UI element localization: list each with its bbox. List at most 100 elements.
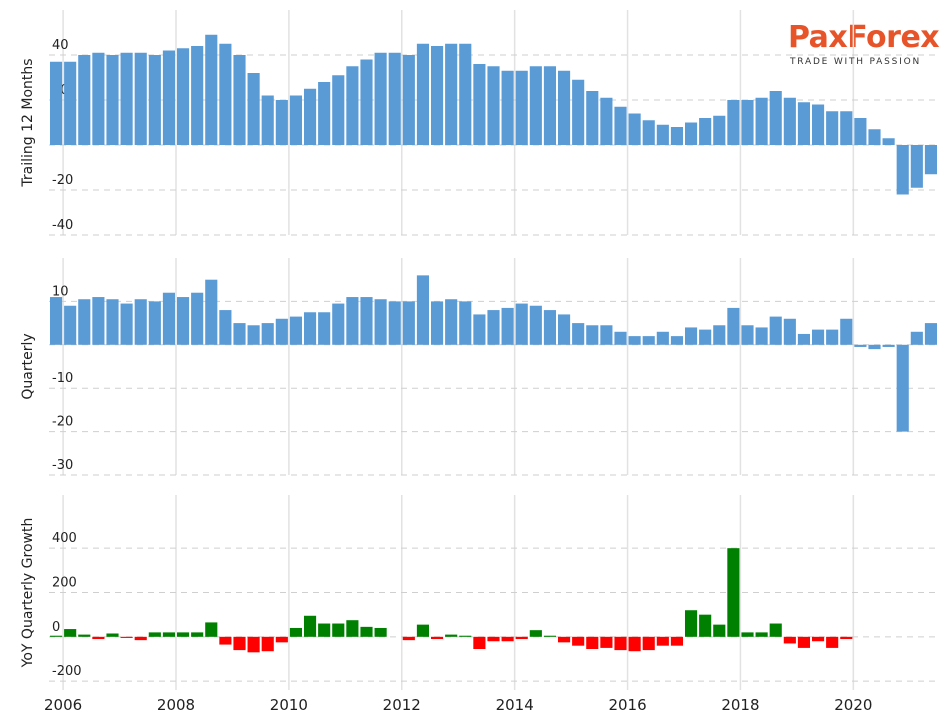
y-tick-label: 40 (52, 38, 69, 53)
bar (826, 329, 839, 345)
bar (924, 145, 938, 175)
bar (614, 636, 627, 651)
bar (473, 636, 486, 650)
y-tick-label: -10 (52, 371, 73, 386)
bar (755, 632, 768, 637)
bar (162, 632, 176, 637)
bar (402, 301, 415, 345)
bar (515, 636, 528, 640)
x-tick-label: 2012 (383, 696, 421, 714)
bar (459, 301, 472, 345)
bar (797, 636, 811, 648)
bar (247, 636, 260, 653)
bar (684, 610, 698, 637)
bar (388, 301, 401, 345)
bar (247, 325, 260, 345)
bar (205, 34, 218, 145)
bar (219, 43, 232, 145)
bar (402, 55, 415, 145)
bar (92, 636, 105, 640)
bar (529, 305, 542, 345)
bar (699, 329, 712, 345)
bar (92, 52, 105, 145)
bar (459, 43, 472, 145)
y-axis-label: Trailing 12 Months (20, 58, 36, 187)
bar (49, 297, 63, 345)
bar (543, 635, 557, 637)
bar (233, 636, 246, 651)
bar (64, 305, 77, 345)
bar (826, 636, 839, 648)
bar (783, 636, 796, 644)
x-tick-label: 2014 (496, 696, 534, 714)
bar (360, 297, 373, 345)
bar (219, 636, 232, 645)
bar (176, 48, 190, 145)
bar (515, 70, 528, 145)
bar (642, 636, 655, 651)
bar (543, 310, 557, 345)
bar (275, 318, 288, 345)
bar (148, 632, 161, 637)
bar (670, 127, 684, 145)
bar (741, 632, 754, 637)
bar (416, 43, 430, 145)
bar (64, 629, 77, 637)
bar (388, 52, 401, 145)
bar (501, 70, 514, 145)
bar (614, 331, 627, 345)
bar (529, 630, 542, 637)
bar (741, 325, 754, 345)
y-tick-label: -200 (52, 664, 82, 679)
bar (148, 301, 161, 345)
x-tick-label: 2016 (608, 696, 646, 714)
bar (430, 46, 444, 145)
bar (233, 55, 246, 145)
bar (684, 122, 698, 145)
bar (769, 91, 782, 145)
bar (656, 331, 669, 345)
bar (303, 88, 317, 145)
bar (755, 97, 768, 145)
bar (275, 636, 288, 643)
bar (529, 66, 542, 145)
bar (134, 299, 147, 345)
bar (261, 636, 274, 652)
bar (332, 303, 345, 345)
bar (247, 73, 260, 145)
bar (346, 66, 359, 145)
bar (162, 292, 176, 345)
y-tick-label: 10 (52, 284, 69, 299)
bar (78, 299, 91, 345)
bar (346, 297, 359, 345)
bar (49, 61, 63, 145)
bar (430, 636, 444, 640)
y-tick-label: 200 (52, 576, 77, 591)
bar (487, 66, 500, 145)
x-tick-label: 2010 (270, 696, 308, 714)
y-tick-label: 0 (52, 620, 60, 635)
bar (416, 624, 430, 637)
bar (614, 106, 627, 145)
bar (727, 100, 740, 145)
x-tick-label: 2018 (721, 696, 759, 714)
bar (727, 307, 740, 345)
bar (78, 634, 91, 637)
bar (374, 299, 387, 345)
bar (416, 275, 430, 345)
bar (713, 115, 726, 145)
bar (642, 336, 655, 345)
bar (261, 323, 274, 345)
bar (289, 627, 303, 637)
bar (600, 325, 613, 345)
bar (572, 323, 585, 345)
bar (769, 623, 782, 637)
bar (191, 292, 204, 345)
bar (600, 636, 613, 648)
bar (882, 344, 895, 347)
bar (628, 336, 641, 345)
bar (628, 113, 641, 145)
bar (318, 82, 331, 145)
bar (501, 636, 514, 642)
bar (924, 323, 938, 345)
